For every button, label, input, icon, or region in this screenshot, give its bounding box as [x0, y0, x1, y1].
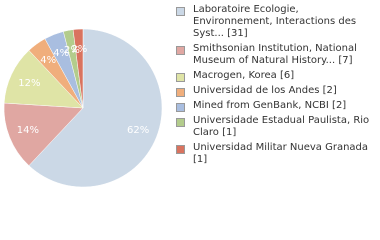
legend-swatch — [176, 118, 185, 127]
pie-slice — [72, 28, 84, 109]
slice-label: 62% — [127, 125, 149, 136]
legend-label: Laboratoire Ecologie, Environnement, Int… — [193, 4, 357, 39]
legend-label: Macrogen, Korea [6] — [193, 70, 295, 81]
legend-entry: Universidad Militar Nueva Granada [1] — [174, 142, 374, 166]
legend-entry: Laboratoire Ecologie, Environnement, Int… — [174, 4, 374, 40]
legend-entry: Universidade Estadual Paulista, Rio Clar… — [174, 115, 374, 139]
pie-slice — [3, 50, 84, 109]
pie-slice — [28, 28, 163, 188]
legend-label: Universidad Militar Nueva Granada [1] — [193, 142, 369, 165]
slice-label: 14% — [17, 125, 39, 136]
legend-entry: Macrogen, Korea [6] — [174, 70, 374, 82]
legend-label: Universidad de los Andes [2] — [193, 85, 337, 96]
slice-label: 4% — [40, 55, 56, 66]
legend-swatch — [176, 103, 185, 112]
slice-label: 2% — [64, 45, 80, 56]
legend-entry: Mined from GenBank, NCBI [2] — [174, 100, 374, 112]
legend-swatch — [176, 73, 185, 82]
pie-chart: 62%14%12%4%4%2%2% — [3, 28, 163, 188]
legend-swatch — [176, 88, 185, 97]
legend-label: Smithsonian Institution, National Museum… — [193, 43, 357, 66]
legend-swatch — [176, 7, 185, 16]
legend-label: Mined from GenBank, NCBI [2] — [193, 100, 347, 111]
legend-swatch — [176, 46, 185, 55]
slice-label: 12% — [18, 78, 40, 89]
slice-label: 4% — [53, 48, 69, 59]
legend-entry: Smithsonian Institution, National Museum… — [174, 43, 374, 67]
legend-label: Universidade Estadual Paulista, Rio Clar… — [193, 115, 370, 138]
slice-label: 2% — [71, 44, 87, 55]
pie-slice — [3, 102, 84, 166]
legend-entry: Universidad de los Andes [2] — [174, 85, 374, 97]
legend-swatch — [176, 145, 185, 154]
legend: Laboratoire Ecologie, Environnement, Int… — [174, 4, 374, 169]
